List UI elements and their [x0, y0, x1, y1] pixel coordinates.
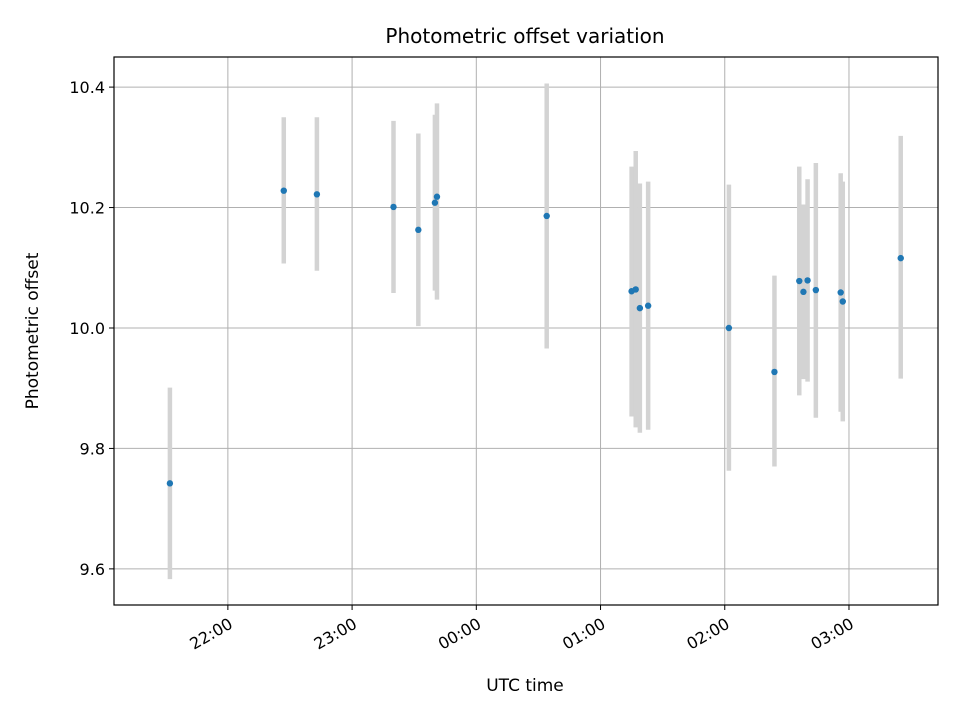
data-point	[771, 368, 778, 376]
data-point	[644, 302, 652, 309]
data-point	[433, 193, 441, 200]
data-point	[280, 187, 287, 194]
chart-title: Photometric offset variation	[385, 24, 664, 48]
y-tick-label: 10.0	[69, 319, 105, 338]
data-point	[837, 289, 844, 296]
data-point	[415, 226, 422, 234]
data-point	[897, 254, 904, 262]
data-point	[839, 298, 846, 305]
x-axis-label: UTC time	[486, 676, 564, 696]
data-point	[390, 203, 397, 211]
y-tick-label: 10.2	[69, 199, 105, 218]
data-point	[431, 199, 439, 206]
data-point	[543, 212, 550, 220]
data-point	[804, 277, 811, 284]
y-axis-ticks: 9.6 9.8 10.0 10.2 10.4	[69, 78, 114, 579]
data-points	[166, 187, 904, 487]
data-point	[725, 324, 733, 332]
y-tick-label: 9.8	[80, 439, 105, 458]
data-point	[632, 286, 639, 293]
data-point	[800, 288, 807, 296]
data-point	[812, 286, 820, 294]
data-point	[313, 191, 321, 198]
y-axis-label: Photometric offset	[23, 252, 43, 409]
y-tick-label: 10.4	[69, 78, 105, 97]
data-point	[796, 277, 803, 285]
plot-frame	[113, 56, 939, 606]
y-tick-label: 9.6	[80, 560, 105, 579]
data-point	[636, 304, 644, 312]
data-point	[166, 480, 174, 487]
